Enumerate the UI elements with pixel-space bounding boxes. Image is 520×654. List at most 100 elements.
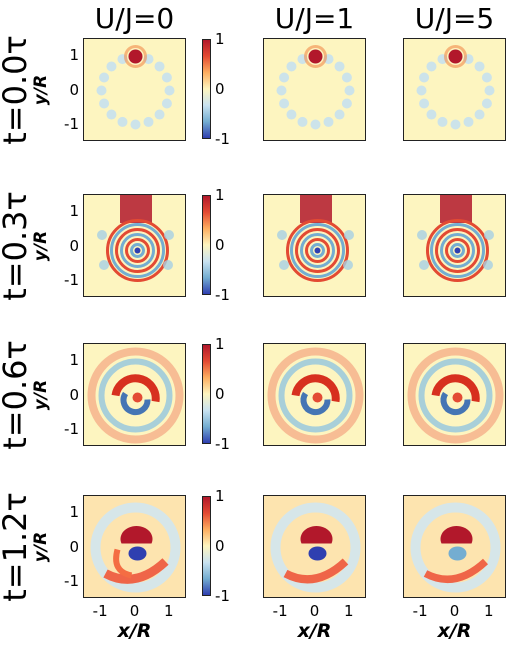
- density-ring: [130, 243, 145, 258]
- density-ring: [430, 223, 485, 278]
- density-blob: [154, 61, 165, 72]
- heatmap-panel: [403, 194, 506, 297]
- density-spiral-arm: [431, 374, 480, 403]
- heatmap-svg: [404, 496, 505, 597]
- row-title: t=0.3τ: [0, 191, 34, 301]
- y-tick-label: -1: [64, 114, 79, 133]
- density-ring: [300, 233, 335, 268]
- density-blob: [341, 98, 352, 109]
- colorbar-tick-label: 1: [215, 186, 225, 204]
- density-outer-ring: [267, 347, 364, 444]
- row-title-label: t=0.6τ: [0, 339, 35, 450]
- density-plume: [120, 195, 152, 223]
- density-blob: [484, 230, 494, 240]
- density-blob: [117, 116, 128, 127]
- colorbar: [202, 39, 211, 139]
- density-blob: [99, 260, 109, 270]
- density-ring: [286, 219, 349, 282]
- density-ring: [106, 219, 169, 282]
- heatmap-svg: [404, 344, 505, 445]
- colorbar-tick-label: -1: [215, 286, 230, 304]
- density-blob: [344, 230, 354, 240]
- heatmap-svg: [264, 39, 365, 140]
- colorbar-tick-label: 0: [215, 80, 225, 98]
- density-ring: [278, 358, 353, 433]
- y-tick-label: 0: [69, 537, 79, 556]
- colorbar-tick-label: 0: [215, 236, 225, 254]
- heatmap-panel: [263, 194, 366, 297]
- density-ring: [120, 233, 155, 268]
- density-ring: [270, 502, 361, 593]
- density-blob: [419, 72, 430, 83]
- x-tick-label: 1: [344, 602, 354, 620]
- heatmap-panel: [83, 343, 186, 446]
- heatmap-panel: [83, 495, 186, 598]
- colorbar-tick-label: -1: [215, 435, 230, 453]
- density-blob: [419, 260, 429, 270]
- density-core: [454, 247, 461, 254]
- density-ring: [310, 243, 325, 258]
- density-blob: [106, 61, 117, 72]
- row-title-label: t=1.2τ: [0, 491, 35, 602]
- density-spiral-arm: [291, 374, 340, 403]
- density-blob: [334, 109, 345, 120]
- density-blob: [437, 116, 448, 127]
- density-blob: [143, 116, 154, 127]
- colorbar: [202, 195, 211, 295]
- y-axis-label-text: y/R: [31, 379, 52, 410]
- density-blob: [286, 109, 297, 120]
- density-lobe-negative: [128, 546, 147, 561]
- density-blob: [279, 98, 290, 109]
- density-blob: [341, 72, 352, 83]
- column-title: U/J=0: [94, 2, 175, 35]
- heatmap-svg: [404, 195, 505, 296]
- density-outer-ring: [87, 347, 184, 444]
- density-lobe-positive: [440, 525, 473, 544]
- density-blob: [161, 72, 172, 83]
- y-tick-label: -1: [64, 419, 79, 438]
- x-tick-label: -1: [412, 602, 428, 620]
- y-tick-label: 0: [69, 236, 79, 255]
- density-peak: [128, 49, 143, 64]
- heatmap-panel: [263, 343, 366, 446]
- y-tick-label: 1: [69, 351, 79, 370]
- colorbar-tick-label: 1: [215, 30, 225, 48]
- density-blob: [130, 119, 141, 130]
- density-ring: [410, 502, 501, 593]
- density-lobe-negative: [308, 546, 327, 561]
- y-axis-label: y/R: [30, 495, 52, 598]
- density-blob: [297, 116, 308, 127]
- density-lobe-negative: [448, 546, 467, 561]
- density-outer-ring: [407, 347, 504, 444]
- y-tick-label: 1: [69, 46, 79, 65]
- y-axis-label-text: y/R: [31, 230, 52, 261]
- density-blob: [426, 109, 437, 120]
- heatmap-panel: [263, 495, 366, 598]
- density-ring: [305, 238, 330, 263]
- density-blob: [164, 85, 175, 96]
- density-plume: [300, 195, 332, 223]
- density-blob: [276, 85, 287, 96]
- column-title: U/J=5: [414, 2, 495, 35]
- density-ring: [418, 358, 493, 433]
- row-title: t=0.0τ: [0, 35, 34, 145]
- row-title-label: t=0.0τ: [0, 34, 35, 145]
- x-tick-label: 0: [449, 602, 460, 620]
- density-ring: [426, 219, 489, 282]
- y-axis-label: y/R: [30, 194, 52, 297]
- y-axis-label-text: y/R: [31, 531, 52, 562]
- density-blob: [463, 116, 474, 127]
- density-crescent: [103, 558, 169, 584]
- x-tick-label: 0: [309, 602, 320, 620]
- heatmap-svg: [84, 39, 185, 140]
- x-tick-label: 1: [484, 602, 494, 620]
- density-blob: [450, 119, 461, 130]
- x-axis-label: x/R: [117, 620, 152, 642]
- y-axis-label: y/R: [30, 38, 52, 141]
- density-peak: [308, 49, 323, 64]
- density-ring: [98, 358, 173, 433]
- heatmap-panel: [403, 343, 506, 446]
- y-tick-label: 1: [69, 503, 79, 522]
- density-ring: [295, 228, 340, 273]
- heatmap-panel: [83, 194, 186, 297]
